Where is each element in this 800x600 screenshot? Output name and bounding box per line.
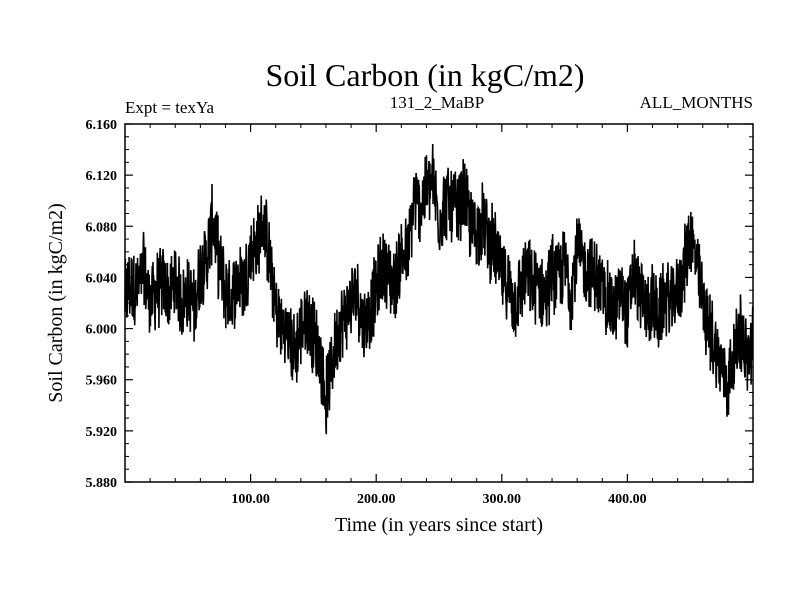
months-label: ALL_MONTHS	[640, 93, 753, 112]
chart-title: Soil Carbon (in kgC/m2)	[265, 57, 584, 93]
y-tick-label: 5.920	[86, 425, 118, 440]
x-tick-label: 400.00	[608, 492, 647, 507]
y-tick-label: 6.160	[86, 118, 118, 133]
y-tick-label: 5.880	[86, 476, 118, 491]
y-tick-label: 6.000	[86, 323, 118, 338]
series-layer	[124, 143, 754, 435]
x-tick-label: 300.00	[483, 492, 522, 507]
y-tick-label: 5.960	[86, 374, 118, 389]
x-axis: 100.00 200.00 300.00 400.00	[149, 124, 729, 507]
period-label: 131_2_MaBP	[390, 93, 484, 112]
y-tick-label: 6.040	[86, 271, 118, 286]
soil-carbon-series-line	[124, 143, 754, 435]
x-tick-label: 200.00	[357, 492, 396, 507]
x-tick-label: 100.00	[231, 492, 270, 507]
experiment-label: Expt = texYa	[125, 98, 215, 117]
y-tick-label: 6.120	[86, 169, 118, 184]
x-axis-label: Time (in years since start)	[335, 514, 543, 536]
y-axis: 5.880 5.920 5.960 6.000 6.040 6.080 6.120 6.160	[86, 118, 753, 491]
y-axis-label: Soil Carbon (in kgC/m2)	[45, 203, 67, 402]
y-tick-label: 6.080	[86, 220, 118, 235]
